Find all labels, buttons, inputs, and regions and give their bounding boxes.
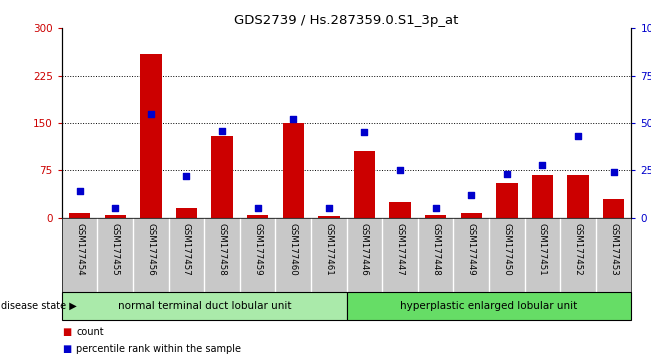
Text: GSM177449: GSM177449	[467, 223, 476, 275]
Point	[288, 116, 298, 122]
Text: GSM177458: GSM177458	[217, 223, 227, 276]
Text: GSM177461: GSM177461	[324, 223, 333, 276]
Text: GSM177450: GSM177450	[503, 223, 512, 276]
Point	[573, 133, 583, 139]
Text: GSM177454: GSM177454	[75, 223, 84, 276]
Text: normal terminal duct lobular unit: normal terminal duct lobular unit	[117, 301, 291, 311]
Bar	[425, 215, 447, 218]
Text: GSM177455: GSM177455	[111, 223, 120, 276]
Bar	[105, 215, 126, 218]
Text: disease state ▶: disease state ▶	[1, 301, 77, 311]
Point	[502, 171, 512, 177]
Bar	[176, 208, 197, 218]
Text: percentile rank within the sample: percentile rank within the sample	[76, 344, 241, 354]
Text: GSM177446: GSM177446	[360, 223, 369, 276]
Text: GSM177456: GSM177456	[146, 223, 156, 276]
Bar	[389, 202, 411, 218]
Text: GSM177459: GSM177459	[253, 223, 262, 275]
Text: GSM177447: GSM177447	[396, 223, 404, 276]
Bar	[603, 199, 624, 218]
Text: GSM177460: GSM177460	[289, 223, 298, 276]
Title: GDS2739 / Hs.287359.0.S1_3p_at: GDS2739 / Hs.287359.0.S1_3p_at	[234, 14, 459, 27]
Point	[324, 205, 334, 211]
Text: GSM177448: GSM177448	[431, 223, 440, 276]
Text: ■: ■	[62, 327, 71, 337]
Text: ■: ■	[62, 344, 71, 354]
Bar	[62, 292, 347, 320]
Text: GSM177453: GSM177453	[609, 223, 618, 276]
Text: GSM177457: GSM177457	[182, 223, 191, 276]
Text: hyperplastic enlarged lobular unit: hyperplastic enlarged lobular unit	[400, 301, 577, 311]
Bar	[212, 136, 233, 218]
Point	[181, 173, 191, 179]
Bar	[140, 53, 161, 218]
Bar	[347, 292, 631, 320]
Point	[359, 130, 370, 135]
Bar	[318, 216, 340, 218]
Point	[110, 205, 120, 211]
Text: GSM177452: GSM177452	[574, 223, 583, 276]
Point	[253, 205, 263, 211]
Bar	[247, 215, 268, 218]
Point	[430, 205, 441, 211]
Point	[217, 128, 227, 133]
Bar	[69, 213, 90, 218]
Bar	[496, 183, 518, 218]
Point	[395, 167, 406, 173]
Bar	[568, 175, 589, 218]
Point	[146, 111, 156, 116]
Point	[466, 192, 477, 198]
Point	[609, 170, 619, 175]
Point	[537, 162, 547, 167]
Bar	[461, 213, 482, 218]
Point	[74, 188, 85, 194]
Text: count: count	[76, 327, 104, 337]
Bar	[353, 152, 375, 218]
Text: GSM177451: GSM177451	[538, 223, 547, 276]
Bar	[283, 123, 304, 218]
Bar	[532, 175, 553, 218]
